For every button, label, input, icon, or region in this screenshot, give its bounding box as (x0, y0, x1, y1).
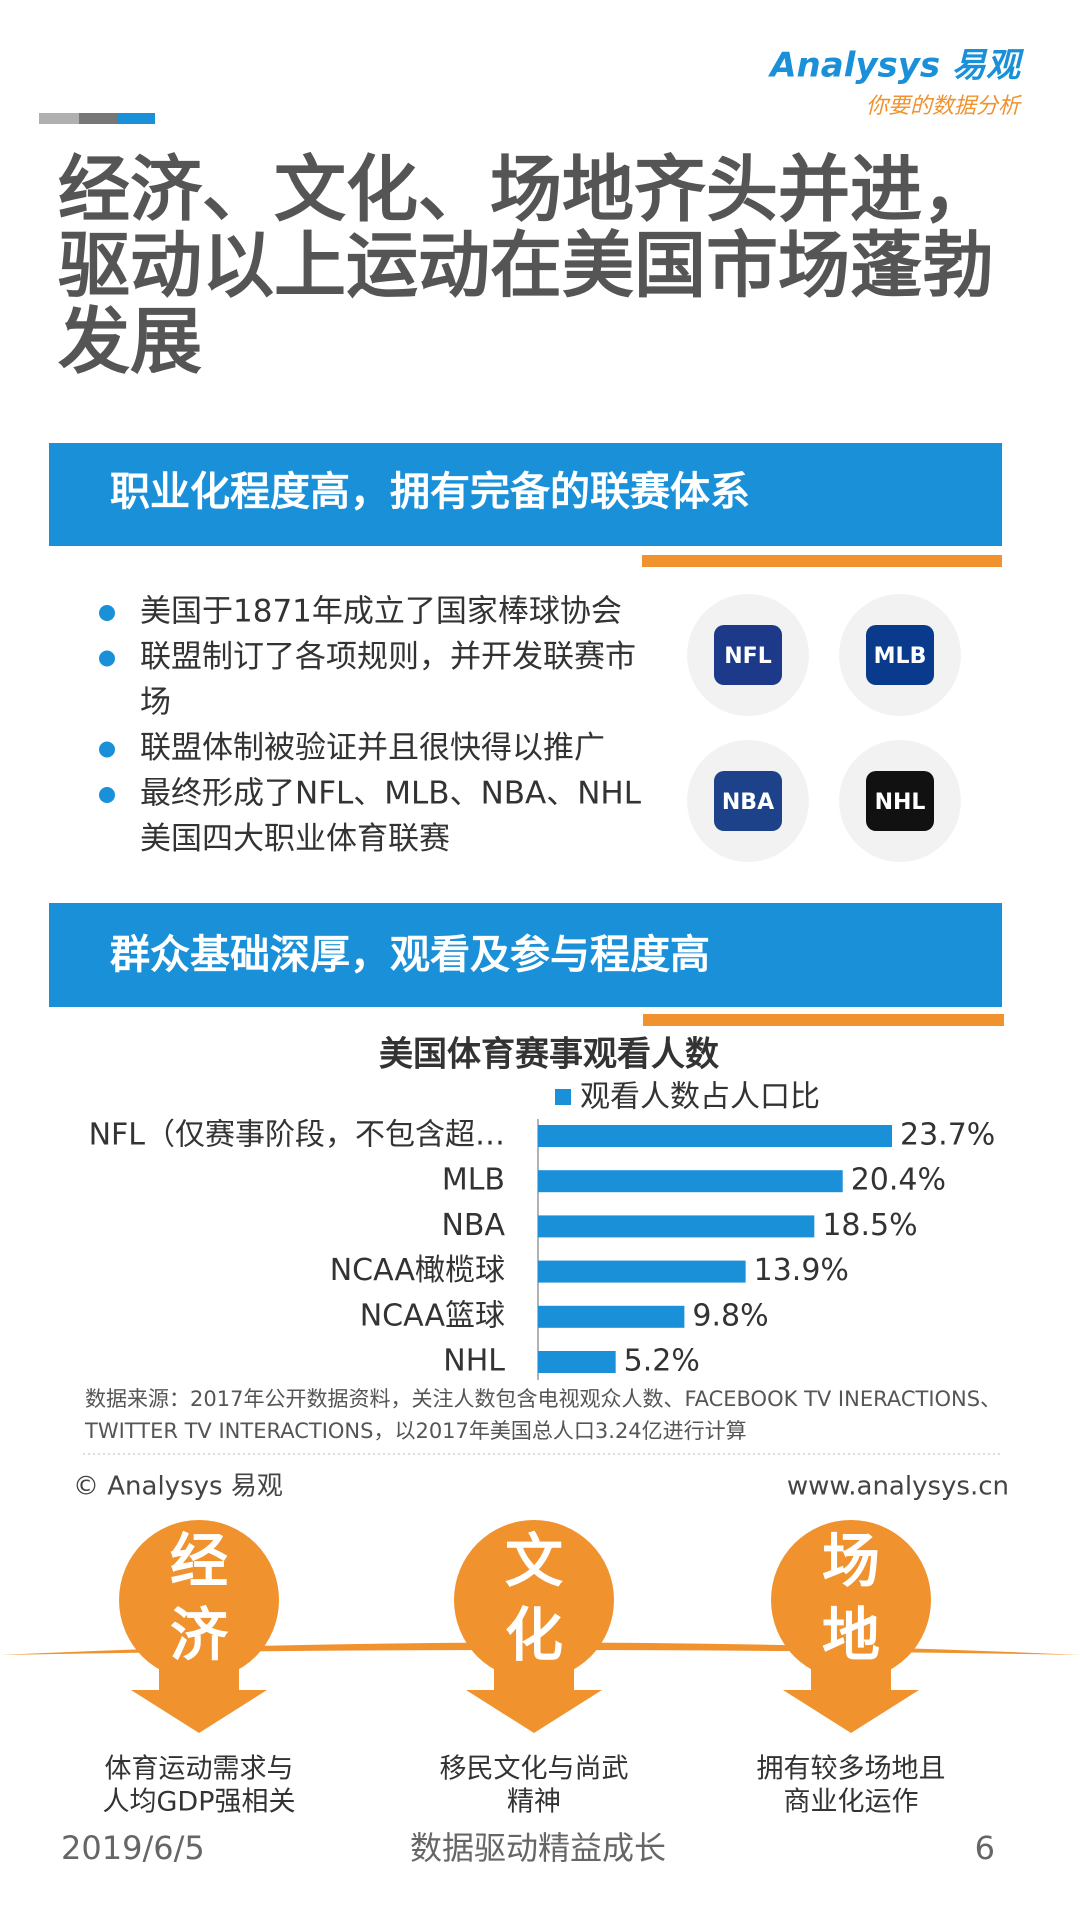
logo-label: NFL (724, 644, 771, 669)
league-logos: NFL MLB NBA NHL (687, 594, 961, 862)
factor-char: 地 (822, 1601, 880, 1669)
category-label: MLB (442, 1163, 505, 1198)
legend-label: 观看人数占人口比 (580, 1080, 820, 1115)
accent-line (642, 555, 1002, 567)
bar (538, 1215, 815, 1238)
bullet-text: 联盟体制被验证并且很快得以推广 (140, 730, 605, 766)
bullet-dot (99, 741, 115, 758)
factor-caption: 移民文化与尚武 (440, 1754, 629, 1785)
page-number: 6 (975, 1829, 995, 1867)
deco-bar (79, 113, 117, 124)
bullet-text: 联盟制订了各项规则，并开发联赛市 (140, 639, 636, 675)
footer-slogan: 数据驱动精益成长 (410, 1829, 666, 1867)
factor-circle (454, 1520, 614, 1680)
deco-bar (117, 113, 155, 124)
factor-caption: 商业化运作 (784, 1787, 919, 1818)
bullet-dot (99, 605, 115, 621)
factor-arrow (466, 1660, 602, 1733)
logo-label: NHL (875, 790, 926, 815)
logo-label: NBA (722, 790, 774, 815)
note: TWITTER TV INTERACTIONS，以2017年美国总人口3.24亿… (84, 1419, 747, 1443)
chart-title: 美国体育赛事观看人数 (379, 1035, 719, 1075)
value-label: 13.9% (754, 1253, 849, 1288)
bar (538, 1305, 685, 1328)
bar-chart: 美国体育赛事观看人数 观看人数占人口比 NFL（仅赛事阶段，不包含超… 23.7% M… (89, 1035, 995, 1380)
title-line: 经济、文化、场地齐头并进， (58, 148, 994, 232)
bar (538, 1260, 746, 1283)
factor-caption: 拥有较多场地且 (757, 1754, 946, 1785)
legend-swatch (555, 1089, 571, 1105)
website: www.analysys.cn (787, 1472, 1009, 1502)
value-label: 20.4% (851, 1163, 946, 1198)
bullet-text: 美国于1871年成立了国家棒球协会 (140, 594, 622, 630)
logo-shape (714, 771, 782, 831)
factor-arrow (783, 1660, 919, 1733)
factor-char: 经 (170, 1527, 228, 1595)
logo-brand: Analysys 易观 (767, 46, 1025, 86)
footer-date: 2019/6/5 (61, 1829, 205, 1867)
factor-char: 场 (822, 1527, 880, 1595)
category-label: NFL（仅赛事阶段，不包含超… (89, 1118, 505, 1153)
category-label: NCAA橄榄球 (330, 1253, 505, 1288)
logo-shape (714, 625, 782, 685)
title-line: 发展 (58, 300, 202, 384)
value-label: 18.5% (822, 1208, 917, 1243)
section-heading: 群众基础深厚，观看及参与程度高 (110, 932, 710, 978)
factor-char: 济 (170, 1601, 229, 1669)
bullet-text: 场 (140, 685, 171, 721)
factor-caption: 人均GDP强相关 (103, 1787, 296, 1818)
factor-caption: 体育运动需求与 (105, 1754, 294, 1785)
category-label: NCAA篮球 (360, 1298, 505, 1333)
factor-arrow (131, 1660, 267, 1733)
bullet-text: 最终形成了NFL、MLB、NBA、NHL (140, 776, 642, 812)
factor-char: 化 (505, 1601, 563, 1669)
bullet-list: 美国于1871年成立了国家棒球协会联盟制订了各项规则，并开发联赛市场联盟体制被验… (99, 594, 642, 857)
section-heading: 职业化程度高，拥有完备的联赛体系 (110, 469, 750, 515)
factor-caption: 精神 (507, 1787, 561, 1818)
copyright: © Analysys 易观 (73, 1472, 283, 1502)
note: 数据来源：2017年公开数据资料，关注人数包含电视观众人数、FACEBOOK T… (85, 1387, 1001, 1411)
bar (538, 1351, 616, 1373)
section-banner (49, 443, 1002, 546)
value-label: 5.2% (624, 1344, 700, 1379)
category-label: NBA (441, 1208, 505, 1243)
logo-shape (866, 771, 934, 831)
logo-slogan: 你要的数据分析 (866, 94, 1023, 119)
section-banner (49, 903, 1002, 1007)
accent-line (643, 1014, 1004, 1026)
value-label: 9.8% (692, 1298, 768, 1333)
bullet-dot (99, 650, 115, 667)
value-label: 23.7% (900, 1118, 995, 1153)
category-label: NHL (443, 1344, 505, 1379)
title-line: 驱动以上运动在美国市场蓬勃 (58, 224, 994, 308)
bar (538, 1170, 843, 1193)
deco-bar (39, 113, 79, 124)
bullet-dot (99, 787, 115, 803)
logo-label: MLB (874, 644, 927, 669)
factor-circle (119, 1520, 279, 1680)
factor-circle (771, 1520, 931, 1680)
factor-char: 文 (505, 1527, 563, 1595)
bullet-text: 美国四大职业体育联赛 (140, 821, 450, 857)
logo-shape (866, 625, 934, 685)
bar (538, 1125, 892, 1147)
